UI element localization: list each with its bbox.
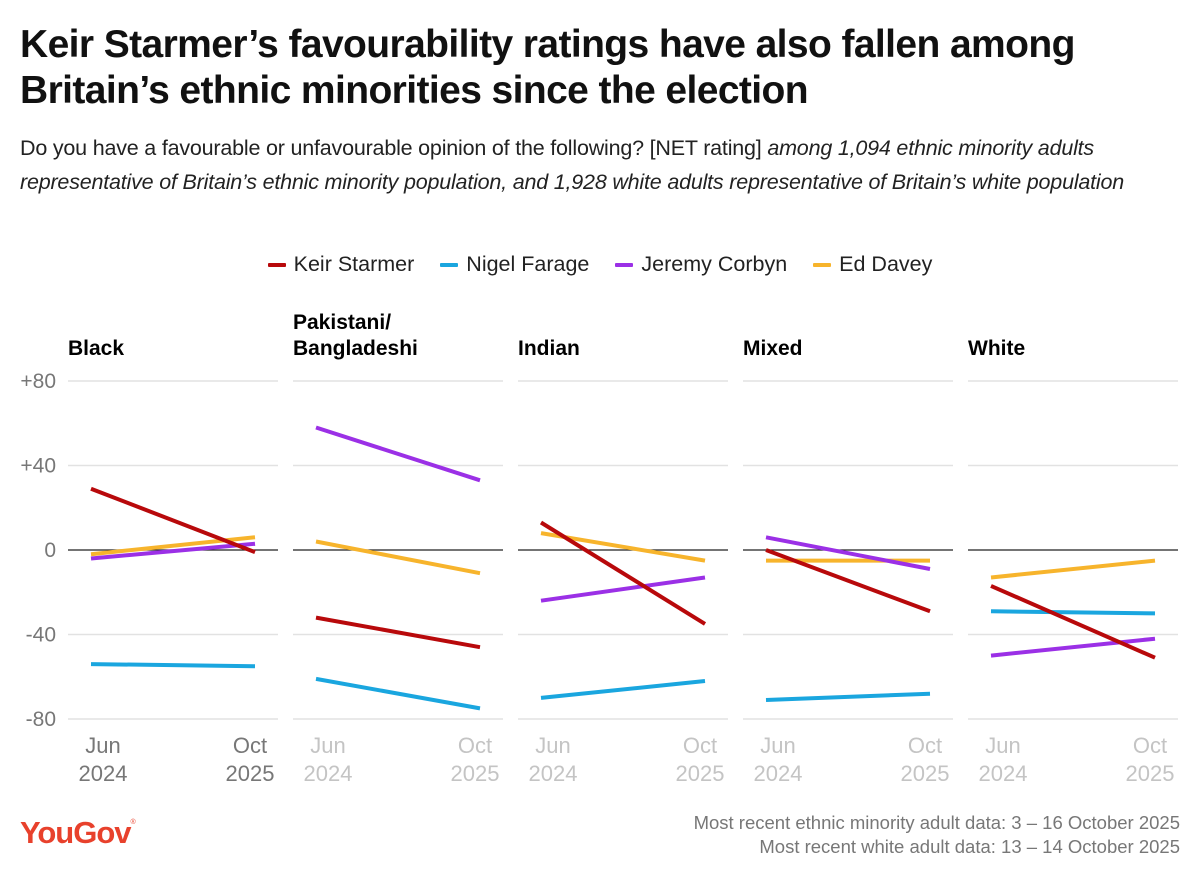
- x-tick-label: Oct: [683, 733, 717, 758]
- x-tick-label: Jun: [85, 733, 120, 758]
- footer-note-ethnic-minority: Most recent ethnic minority adult data: …: [693, 812, 1180, 833]
- subtitle-question: Do you have a favourable or unfavourable…: [20, 136, 762, 160]
- legend-swatch-jeremy-corbyn: [615, 262, 634, 267]
- yougov-logo: YouGov®: [20, 815, 136, 851]
- legend-item-jeremy-corbyn: Jeremy Corbyn: [615, 252, 787, 277]
- series-line-nigel-farage-black: [90, 662, 256, 669]
- legend-swatch-keir-starmer: [267, 262, 286, 267]
- y-tick-label: -80: [26, 708, 56, 731]
- legend-item-nigel-farage: Nigel Farage: [440, 252, 589, 277]
- y-tick-label: +40: [20, 455, 56, 478]
- x-tick-label: Oct: [458, 733, 492, 758]
- series-line-jeremy-corbyn-indian: [540, 575, 706, 603]
- series-line-keir-starmer-mixed: [765, 548, 931, 614]
- x-tick-label: 2025: [676, 761, 725, 786]
- y-tick-label: +80: [20, 370, 56, 393]
- series-line-jeremy-corbyn-white: [990, 636, 1156, 658]
- y-tick-label: 0: [44, 539, 56, 562]
- x-tick-label: Jun: [535, 733, 570, 758]
- x-tick-label: Oct: [233, 733, 267, 758]
- panel-title-black: Black: [68, 337, 124, 360]
- legend-label: Ed Davey: [839, 252, 933, 276]
- panel-title-indian: Indian: [518, 337, 580, 360]
- x-tick-label: Oct: [1133, 733, 1167, 758]
- series-line-nigel-farage-indian: [540, 679, 706, 700]
- x-tick-label: Jun: [985, 733, 1020, 758]
- series-line-nigel-farage-white: [990, 609, 1156, 616]
- panel-title-white: White: [968, 337, 1025, 360]
- chart-subtitle: Do you have a favourable or unfavourable…: [20, 131, 1190, 199]
- subtitle-sample: among 1,094 ethnic minority adults repre…: [20, 136, 1125, 194]
- series-line-keir-starmer-black: [90, 486, 256, 554]
- series-line-nigel-farage-mixed: [765, 691, 931, 702]
- x-tick-label: 2025: [1126, 761, 1175, 786]
- x-tick-label: Jun: [310, 733, 345, 758]
- series-line-jeremy-corbyn-black: [90, 541, 256, 561]
- x-tick-label: Jun: [760, 733, 795, 758]
- x-tick-label: 2025: [226, 761, 275, 786]
- panel-title-mixed: Mixed: [743, 337, 803, 360]
- x-tick-label: 2024: [754, 761, 803, 786]
- footer-notes: Most recent ethnic minority adult data: …: [694, 811, 1180, 859]
- chart-title: Keir Starmer’s favourability ratings hav…: [20, 23, 1075, 112]
- y-tick-label: -40: [26, 624, 56, 647]
- series-line-ed-davey-white: [990, 558, 1156, 580]
- series-line-keir-starmer-white: [990, 584, 1156, 660]
- series-line-jeremy-corbyn-pakistani-bangladeshi: [315, 425, 481, 483]
- series-line-keir-starmer-indian: [539, 520, 707, 626]
- legend-swatch-ed-davey: [813, 262, 832, 267]
- footer-note-white: Most recent white adult data: 13 – 14 Oc…: [759, 836, 1180, 857]
- x-tick-label: 2024: [79, 761, 128, 786]
- legend-swatch-nigel-farage: [440, 262, 459, 267]
- logo-text: YouGov: [20, 815, 132, 850]
- x-tick-label: 2024: [304, 761, 353, 786]
- x-tick-label: 2024: [529, 761, 578, 786]
- series-line-jeremy-corbyn-mixed: [765, 535, 931, 571]
- series-line-nigel-farage-pakistani-bangladeshi: [315, 676, 481, 711]
- legend-label: Keir Starmer: [293, 252, 415, 276]
- logo-registered-mark: ®: [130, 819, 136, 826]
- legend-label: Nigel Farage: [466, 252, 590, 276]
- panel-title-pakistani-bangladeshi: Pakistani/: [293, 311, 391, 334]
- x-tick-label: 2024: [979, 761, 1028, 786]
- panel-title-pakistani-bangladeshi: Bangladeshi: [293, 337, 418, 360]
- legend-item-keir-starmer: Keir Starmer: [267, 252, 415, 277]
- series-line-ed-davey-pakistani-bangladeshi: [315, 539, 481, 576]
- legend-item-ed-davey: Ed Davey: [813, 252, 932, 277]
- x-tick-label: 2025: [451, 761, 500, 786]
- legend: Keir Starmer Nigel Farage Jeremy Corbyn …: [0, 252, 1200, 277]
- x-tick-label: 2025: [901, 761, 950, 786]
- series-line-keir-starmer-pakistani-bangladeshi: [315, 615, 481, 650]
- legend-label: Jeremy Corbyn: [641, 252, 788, 276]
- x-tick-label: Oct: [908, 733, 942, 758]
